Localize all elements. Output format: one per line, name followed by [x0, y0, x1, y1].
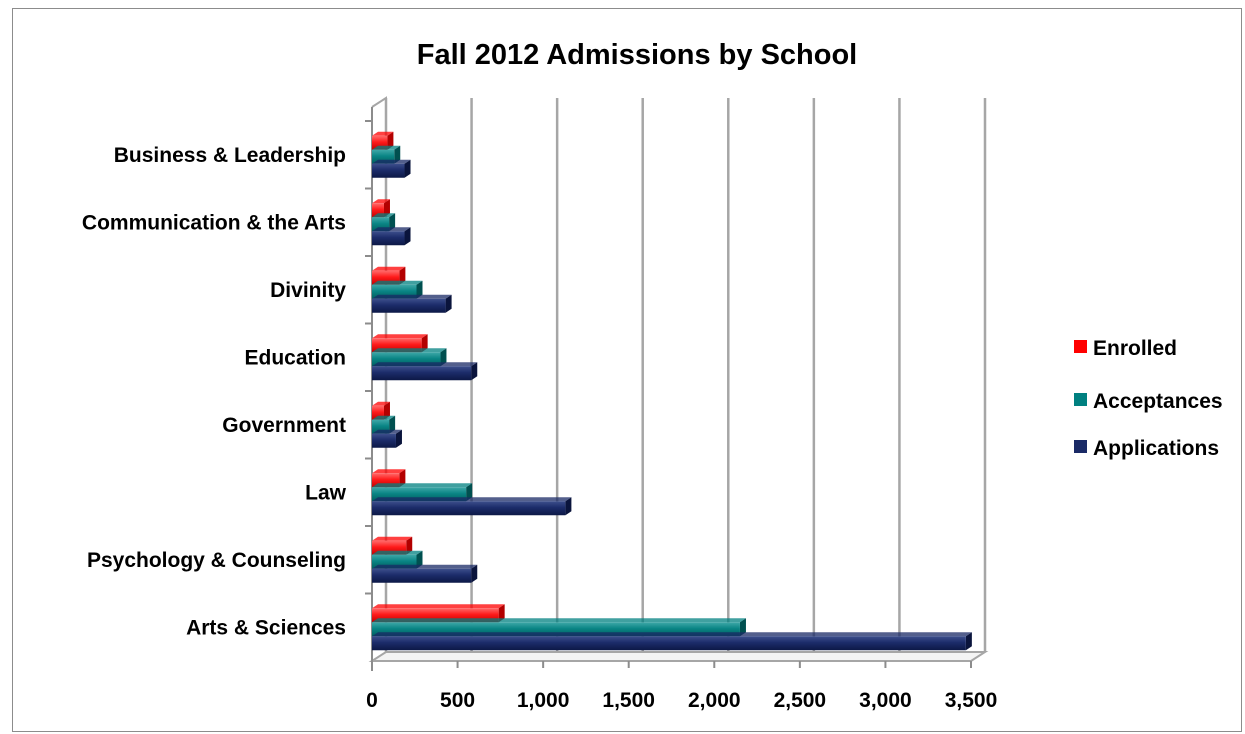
category-label: Law: [305, 481, 347, 504]
bar-top-acceptances: [372, 618, 746, 623]
gridlines: [384, 98, 987, 652]
category-label: Business & Leadership: [114, 144, 346, 167]
bar-end-applications: [404, 227, 411, 246]
chart-title: Fall 2012 Admissions by School: [417, 39, 858, 71]
bar-applications: [372, 366, 472, 381]
category-label: Government: [222, 414, 346, 437]
bar-end-acceptances: [466, 483, 473, 502]
x-tick-labels: 0 500 1,000 1,500 2,000 2,500 3,000 3,500: [366, 689, 997, 712]
bar-enrolled: [372, 405, 384, 420]
legend-swatch-applications: [1074, 440, 1087, 453]
legend-swatch-acceptances: [1074, 393, 1087, 406]
bar-applications: [372, 298, 446, 313]
bar-end-applications: [565, 497, 572, 516]
category-labels: Business & Leadership Communication & the…: [82, 144, 347, 640]
bar-end-enrolled: [383, 199, 390, 218]
bar-end-acceptances: [440, 348, 447, 367]
category-label: Arts & Sciences: [186, 616, 346, 639]
x-tick-label: 1,500: [602, 689, 655, 712]
bar-applications: [372, 163, 405, 178]
bar-top-acceptances: [372, 145, 401, 150]
x-tick-label: 2,000: [688, 689, 741, 712]
bar-top-applications: [372, 362, 478, 367]
bar-end-enrolled: [399, 266, 406, 285]
bar-top-enrolled: [372, 131, 394, 136]
legend-swatch-enrolled: [1074, 340, 1087, 353]
category-label: Psychology & Counseling: [87, 549, 346, 572]
category-label: Communication & the Arts: [82, 211, 346, 234]
bar-top-enrolled: [372, 199, 390, 204]
bar-end-applications: [471, 362, 478, 381]
bar-top-applications: [372, 159, 411, 164]
bar-top-acceptances: [372, 415, 396, 420]
bar-top-acceptances: [372, 348, 447, 353]
bar-top-applications: [372, 429, 402, 434]
x-tick-label: 500: [440, 689, 475, 712]
bar-top-enrolled: [372, 604, 505, 609]
x-tick-label: 2,500: [774, 689, 827, 712]
bar-top-applications: [372, 632, 972, 637]
bar-applications: [372, 231, 405, 246]
chart-svg: Fall 2012 Admissions by School Business …: [82, 39, 1223, 712]
chart-frame: Fall 2012 Admissions by School Business …: [12, 8, 1242, 732]
category-label: Divinity: [270, 279, 346, 302]
bar-applications: [372, 568, 472, 583]
bar-end-acceptances: [739, 618, 746, 637]
legend-label-enrolled: Enrolled: [1093, 337, 1177, 360]
plot-area: [368, 651, 989, 662]
bar-top-applications: [372, 497, 572, 502]
category-label: Education: [244, 346, 346, 369]
bar-end-applications: [965, 632, 972, 651]
back-wall-edge: [371, 96, 387, 652]
x-tick-label: 0: [366, 689, 378, 712]
legend-label-acceptances: Acceptances: [1093, 390, 1223, 413]
bar-top-acceptances: [372, 280, 423, 285]
bar-end-acceptances: [394, 145, 401, 164]
bar-end-acceptances: [389, 415, 396, 434]
bar-end-enrolled: [399, 469, 406, 488]
bar-top-enrolled: [372, 401, 390, 406]
legend-label-applications: Applications: [1093, 437, 1219, 460]
legend: Enrolled Acceptances Applications: [1074, 337, 1223, 460]
bar-end-enrolled: [387, 131, 394, 150]
bar-top-applications: [372, 294, 452, 299]
bar-end-enrolled: [406, 536, 413, 555]
bar-end-enrolled: [383, 401, 390, 420]
bar-applications: [372, 433, 396, 448]
bar-top-enrolled: [372, 536, 413, 541]
bar-top-acceptances: [372, 483, 473, 488]
bar-top-acceptances: [372, 213, 396, 218]
bar-top-acceptances: [372, 550, 423, 555]
bar-enrolled: [372, 203, 384, 218]
floor: [368, 651, 989, 662]
x-tick-label: 3,000: [859, 689, 912, 712]
bar-end-applications: [445, 294, 452, 313]
bar-top-applications: [372, 227, 411, 232]
bar-end-applications: [471, 564, 478, 583]
bar-top-enrolled: [372, 469, 406, 474]
x-tick-label: 1,000: [517, 689, 570, 712]
x-tick-label: 3,500: [945, 689, 998, 712]
bar-end-applications: [404, 159, 411, 178]
bar-end-acceptances: [416, 280, 423, 299]
bar-end-applications: [395, 429, 402, 448]
bar-applications: [372, 501, 566, 516]
bar-end-acceptances: [416, 550, 423, 569]
bar-end-acceptances: [389, 213, 396, 232]
bar-applications: [372, 636, 966, 651]
bar-end-enrolled: [498, 604, 505, 623]
axes: [365, 96, 972, 671]
bar-top-enrolled: [372, 266, 406, 271]
bar-end-enrolled: [421, 334, 428, 353]
bar-top-applications: [372, 564, 478, 569]
bar-top-enrolled: [372, 334, 428, 339]
bars: [372, 131, 972, 651]
